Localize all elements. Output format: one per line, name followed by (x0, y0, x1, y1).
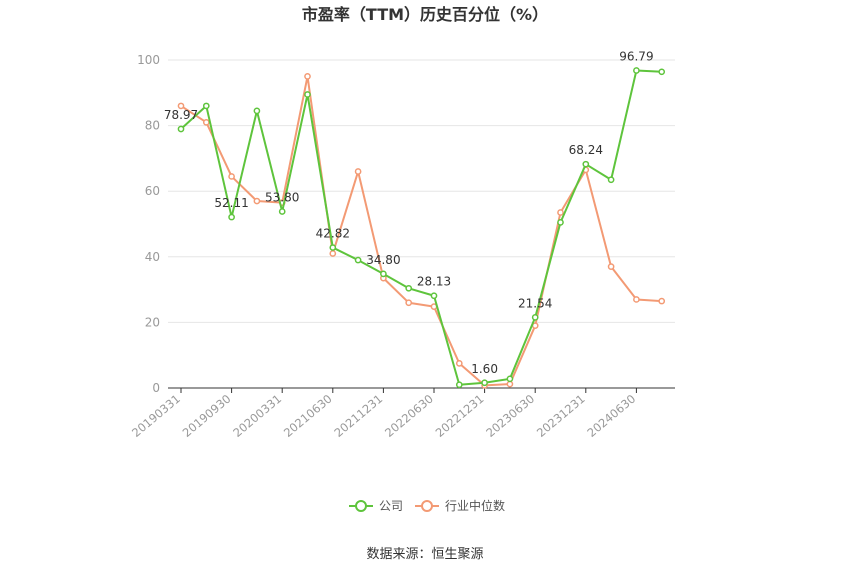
data-label: 21.54 (518, 296, 552, 310)
x-tick-label: 20220630 (382, 392, 436, 440)
data-point-company (455, 381, 463, 389)
y-tick-label: 80 (145, 119, 160, 133)
legend[interactable]: 公司 行业中位数 (349, 498, 505, 513)
data-point-industry-median (329, 250, 337, 257)
data-point-company (506, 375, 514, 383)
legend-label: 行业中位数 (445, 498, 505, 513)
data-source: 数据来源：恒生聚源 (366, 547, 483, 562)
data-label: 53.80 (265, 191, 299, 205)
data-point-company (253, 107, 261, 115)
legend-marker (421, 500, 433, 512)
data-point-industry-median (177, 102, 185, 110)
data-point-company (354, 256, 362, 264)
data-point-company (633, 67, 640, 74)
data-label: 96.79 (619, 50, 653, 64)
data-point-company (531, 313, 539, 321)
data-point-company (607, 176, 615, 184)
data-point-company (304, 91, 311, 98)
data-label: 1.60 (471, 362, 498, 376)
series-line-company (180, 69, 662, 386)
x-tick-label: 20210630 (281, 392, 335, 440)
data-point-industry-median (304, 73, 311, 80)
data-point-industry-median (557, 209, 564, 216)
legend-item-company[interactable]: 公司 (349, 499, 403, 513)
x-tick-label: 20230630 (483, 392, 537, 440)
x-tick-label: 20211231 (331, 392, 385, 440)
data-point-industry-median (607, 263, 615, 270)
data-point-company (430, 292, 438, 300)
data-label: 28.13 (417, 275, 451, 289)
x-tick-label: 20221231 (433, 392, 487, 440)
data-point-industry-median (658, 297, 666, 305)
data-point-company (557, 219, 564, 226)
data-point-company (582, 160, 590, 168)
data-label: 42.82 (316, 227, 350, 241)
x-tick-label: 20231231 (534, 392, 588, 440)
data-point-company (228, 213, 235, 221)
data-point-industry-median (506, 380, 514, 388)
legend-item-industry-median[interactable]: 行业中位数 (415, 498, 505, 513)
chart-title: 市盈率（TTM）历史百分位（%） (302, 5, 548, 24)
data-point-company (202, 102, 210, 110)
data-point-company (177, 125, 185, 133)
x-tick-label: 20190331 (129, 392, 183, 440)
data-label: 52.11 (214, 196, 248, 210)
data-point-industry-median (633, 296, 640, 303)
data-labels: 78.97 52.11 53.80 42.82 34.80 28.13 1.60 21.54 6… (164, 50, 654, 376)
data-point-industry-median (354, 168, 362, 175)
legend-marker (355, 500, 367, 512)
data-point-industry-median (455, 360, 463, 367)
series-group (177, 67, 666, 389)
y-tick-label: 20 (145, 315, 160, 329)
legend-label: 公司 (379, 499, 403, 513)
data-point-industry-median (228, 173, 235, 180)
y-tick-label: 40 (145, 250, 160, 264)
data-point-company (481, 379, 488, 387)
y-tick-label: 60 (145, 184, 160, 198)
data-point-company (380, 270, 387, 278)
data-point-company (278, 208, 286, 215)
data-label: 34.80 (366, 253, 400, 267)
data-point-industry-median (253, 197, 261, 205)
x-tick-label: 20200331 (230, 392, 284, 440)
x-tick-label: 20190930 (180, 392, 234, 440)
y-tick-label: 0 (152, 381, 160, 395)
data-point-industry-median (405, 299, 413, 307)
y-axis: 0 20 40 60 80 100 (137, 53, 160, 395)
data-point-company (329, 244, 337, 251)
data-point-company (658, 68, 666, 76)
data-point-company (405, 284, 413, 292)
data-point-industry-median (202, 118, 210, 126)
x-axis: 2019033120190930202003312021063020211231… (129, 387, 675, 440)
y-tick-label: 100 (137, 53, 160, 67)
data-label: 68.24 (569, 143, 603, 157)
series-line-industry-median (180, 75, 662, 387)
data-label: 78.97 (164, 108, 198, 122)
x-tick-label: 20240630 (584, 392, 638, 440)
